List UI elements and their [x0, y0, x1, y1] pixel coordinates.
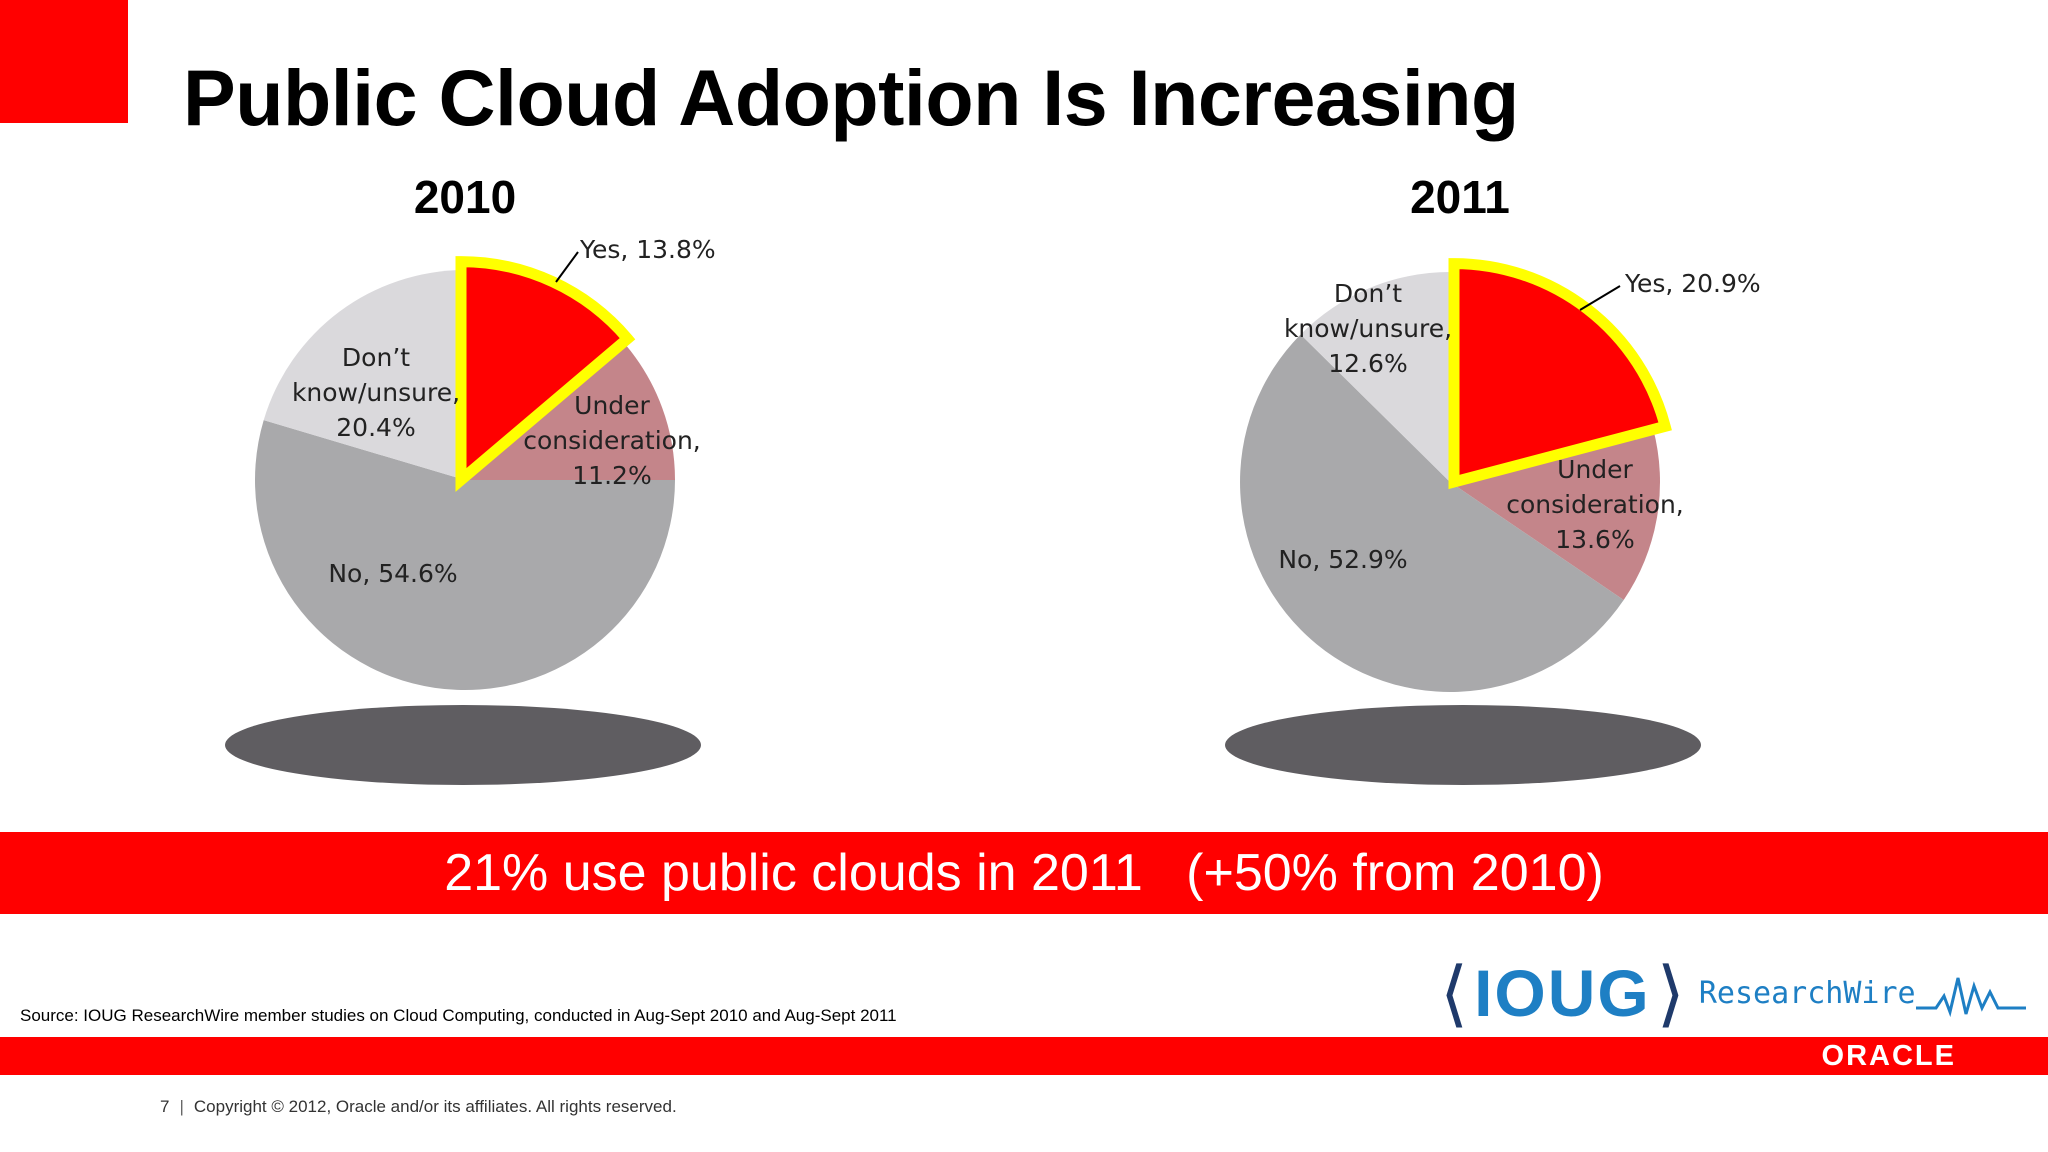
slice-label-dont-2010: Don’t know/unsure, 20.4% [292, 343, 460, 442]
copyright-text: Copyright © 2012, Oracle and/or its affi… [193, 1097, 677, 1116]
slice-label-no-2010: No, 54.6% [328, 559, 457, 588]
leader-line-yes-2010 [555, 251, 579, 283]
pie-chart-2011: Yes, 20.9% Under consideration, 13.6% No, 52… [1225, 258, 1761, 785]
heartbeat-wave-icon [1915, 977, 2026, 1018]
pie-slice-under-2010 [465, 344, 675, 480]
slice-label-yes-2011: Yes, 20.9% [1624, 269, 1761, 298]
page-number: 7 [160, 1097, 170, 1116]
pie-slice-dont-2011 [1300, 272, 1450, 482]
footer-separator: | [179, 1097, 184, 1116]
pie-slice-no-2011 [1240, 334, 1624, 692]
pie-shadow-2011 [1225, 705, 1701, 785]
pie-charts: Yes, 13.8% Under consideration, 11.2% No, 54… [225, 235, 1761, 785]
pie-slice-dont-2010 [263, 270, 465, 480]
corner-accent-block [0, 0, 128, 123]
slice-label-no-2011: No, 52.9% [1278, 545, 1407, 574]
chart-title-2011: 2011 [1410, 171, 1510, 223]
source-note: Source: IOUG ResearchWire member studies… [20, 1006, 897, 1025]
footer-red-bar [0, 1037, 2048, 1075]
slice-label-under-2011: Under consideration, 13.6% [1506, 455, 1684, 554]
oracle-logo: ORACLE [1821, 1040, 1956, 1072]
logo-ioug-text: IOUG [1474, 956, 1651, 1030]
leader-line-yes-2011 [1579, 285, 1621, 311]
footer: 7 | Copyright © 2012, Oracle and/or its af… [160, 1097, 677, 1117]
pie-slice-no-2010 [255, 420, 676, 691]
pie-chart-2010: Yes, 13.8% Under consideration, 11.2% No, 54… [225, 235, 716, 785]
logo-left-bracket-icon: ⟨ [1440, 951, 1469, 1035]
logo-right-bracket-icon: ⟩ [1656, 951, 1685, 1035]
chart-title-2010: 2010 [413, 171, 517, 223]
slice-label-under-2010: Under consideration, 11.2% [523, 391, 701, 490]
slide-title: Public Cloud Adoption Is Increasing [183, 53, 1519, 142]
slice-label-dont-2011: Don’t know/unsure, 12.6% [1284, 279, 1452, 378]
pie-shadow-2010 [225, 705, 701, 785]
pie-slice-yes-2010 [455, 256, 636, 492]
slice-label-yes-2010: Yes, 13.8% [579, 235, 716, 264]
logo-researchwire-text: ResearchWire [1698, 975, 1916, 1011]
summary-banner: 21% use public clouds in 2011 (+50% from… [0, 832, 2048, 914]
pie-slice-yes-2011 [1448, 258, 1672, 490]
ioug-researchwire-logo: ⟨ IOUG ⟩ ResearchWire [1440, 951, 2026, 1035]
